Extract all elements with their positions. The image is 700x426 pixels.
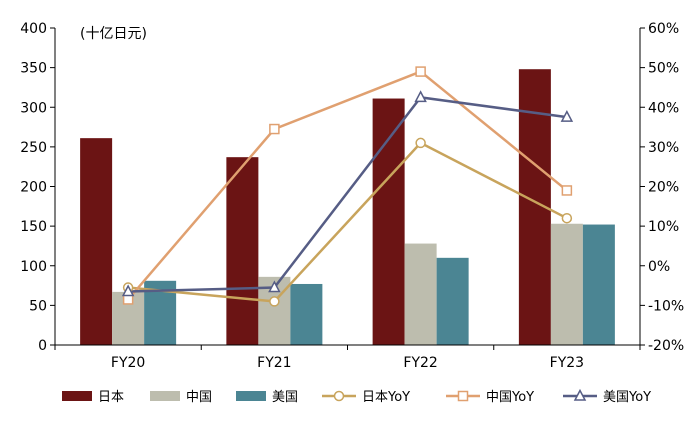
- point-中国YoY-FY23: [561, 185, 573, 196]
- right-tick-label: 50%: [648, 61, 679, 77]
- legend-marker-日本YoY: [333, 390, 345, 402]
- legend-label-中国YoY: 中国YoY: [486, 390, 534, 405]
- legend-label-日本YoY: 日本YoY: [362, 390, 410, 405]
- left-tick-label: 100: [20, 259, 47, 275]
- legend-marker-美国YoY: [573, 388, 587, 401]
- legend-swatch-中国: [150, 391, 180, 401]
- bars-layer: [80, 69, 615, 346]
- bar-日本-FY20: [80, 138, 113, 345]
- legend-label-美国YoY: 美国YoY: [603, 390, 651, 405]
- point-美国YoY-FY20: [121, 284, 135, 297]
- right-tick-label: 20%: [648, 180, 679, 196]
- legend-label-美国: 美国: [272, 390, 298, 405]
- legend-label-日本: 日本: [98, 390, 124, 405]
- legend-marker-中国YoY: [457, 390, 469, 402]
- left-tick-label: 0: [38, 338, 47, 354]
- x-tick-label: FY22: [403, 355, 437, 371]
- bar-中国-FY23: [550, 223, 583, 345]
- right-tick-label: -10%: [648, 298, 684, 314]
- right-tick-label: 10%: [648, 219, 679, 235]
- right-tick-label: 0%: [648, 259, 670, 275]
- legend-label-中国: 中国: [186, 390, 212, 405]
- legend-swatch-日本: [62, 391, 92, 401]
- left-tick-label: 250: [20, 140, 47, 156]
- bar-美国-FY23: [582, 224, 615, 345]
- bar-美国-FY22: [436, 257, 469, 345]
- x-tick-label: FY20: [111, 355, 145, 371]
- line-中国YoY: [127, 70, 568, 301]
- point-日本YoY-FY22: [415, 137, 426, 149]
- left-tick-label: 400: [20, 21, 47, 37]
- left-tick-label: 150: [20, 219, 47, 235]
- point-美国YoY-FY22: [414, 90, 427, 103]
- point-中国YoY-FY21: [269, 123, 280, 135]
- line-美国YoY: [128, 96, 568, 293]
- x-tick-label: FY21: [257, 355, 291, 371]
- point-中国YoY-FY20: [122, 294, 134, 305]
- left-tick-label: 350: [20, 61, 47, 77]
- point-美国YoY-FY23: [560, 110, 574, 122]
- right-tick-label: 40%: [648, 100, 679, 116]
- x-tick-label: FY23: [550, 355, 584, 371]
- right-tick-label: 60%: [648, 21, 679, 37]
- bar-日本-FY21: [226, 157, 259, 345]
- ticks-layer: 0 50 100 150 200 250 300 350 400 -20% -10% 0% 10% 20%…: [20, 21, 684, 371]
- line-日本YoY: [128, 141, 568, 303]
- point-日本YoY-FY23: [561, 212, 573, 224]
- right-tick-label: 30%: [648, 140, 679, 156]
- bar-中国-FY22: [404, 243, 437, 345]
- unit-label: (十亿日元): [80, 26, 147, 42]
- right-tick-label: -20%: [648, 338, 684, 354]
- point-日本YoY-FY21: [269, 296, 280, 307]
- lines-layer: [121, 66, 574, 307]
- bar-美国-FY21: [290, 283, 323, 345]
- left-tick-label: 50: [29, 298, 47, 314]
- legend-swatch-美国: [236, 391, 266, 401]
- legend: 日本 中国 美国 日本YoY 中国YoY 美国YoY: [62, 388, 651, 405]
- left-tick-label: 300: [20, 100, 47, 116]
- point-美国YoY-FY21: [268, 280, 281, 293]
- point-中国YoY-FY22: [415, 66, 426, 77]
- bar-日本-FY22: [372, 98, 405, 345]
- left-tick-label: 200: [20, 180, 47, 196]
